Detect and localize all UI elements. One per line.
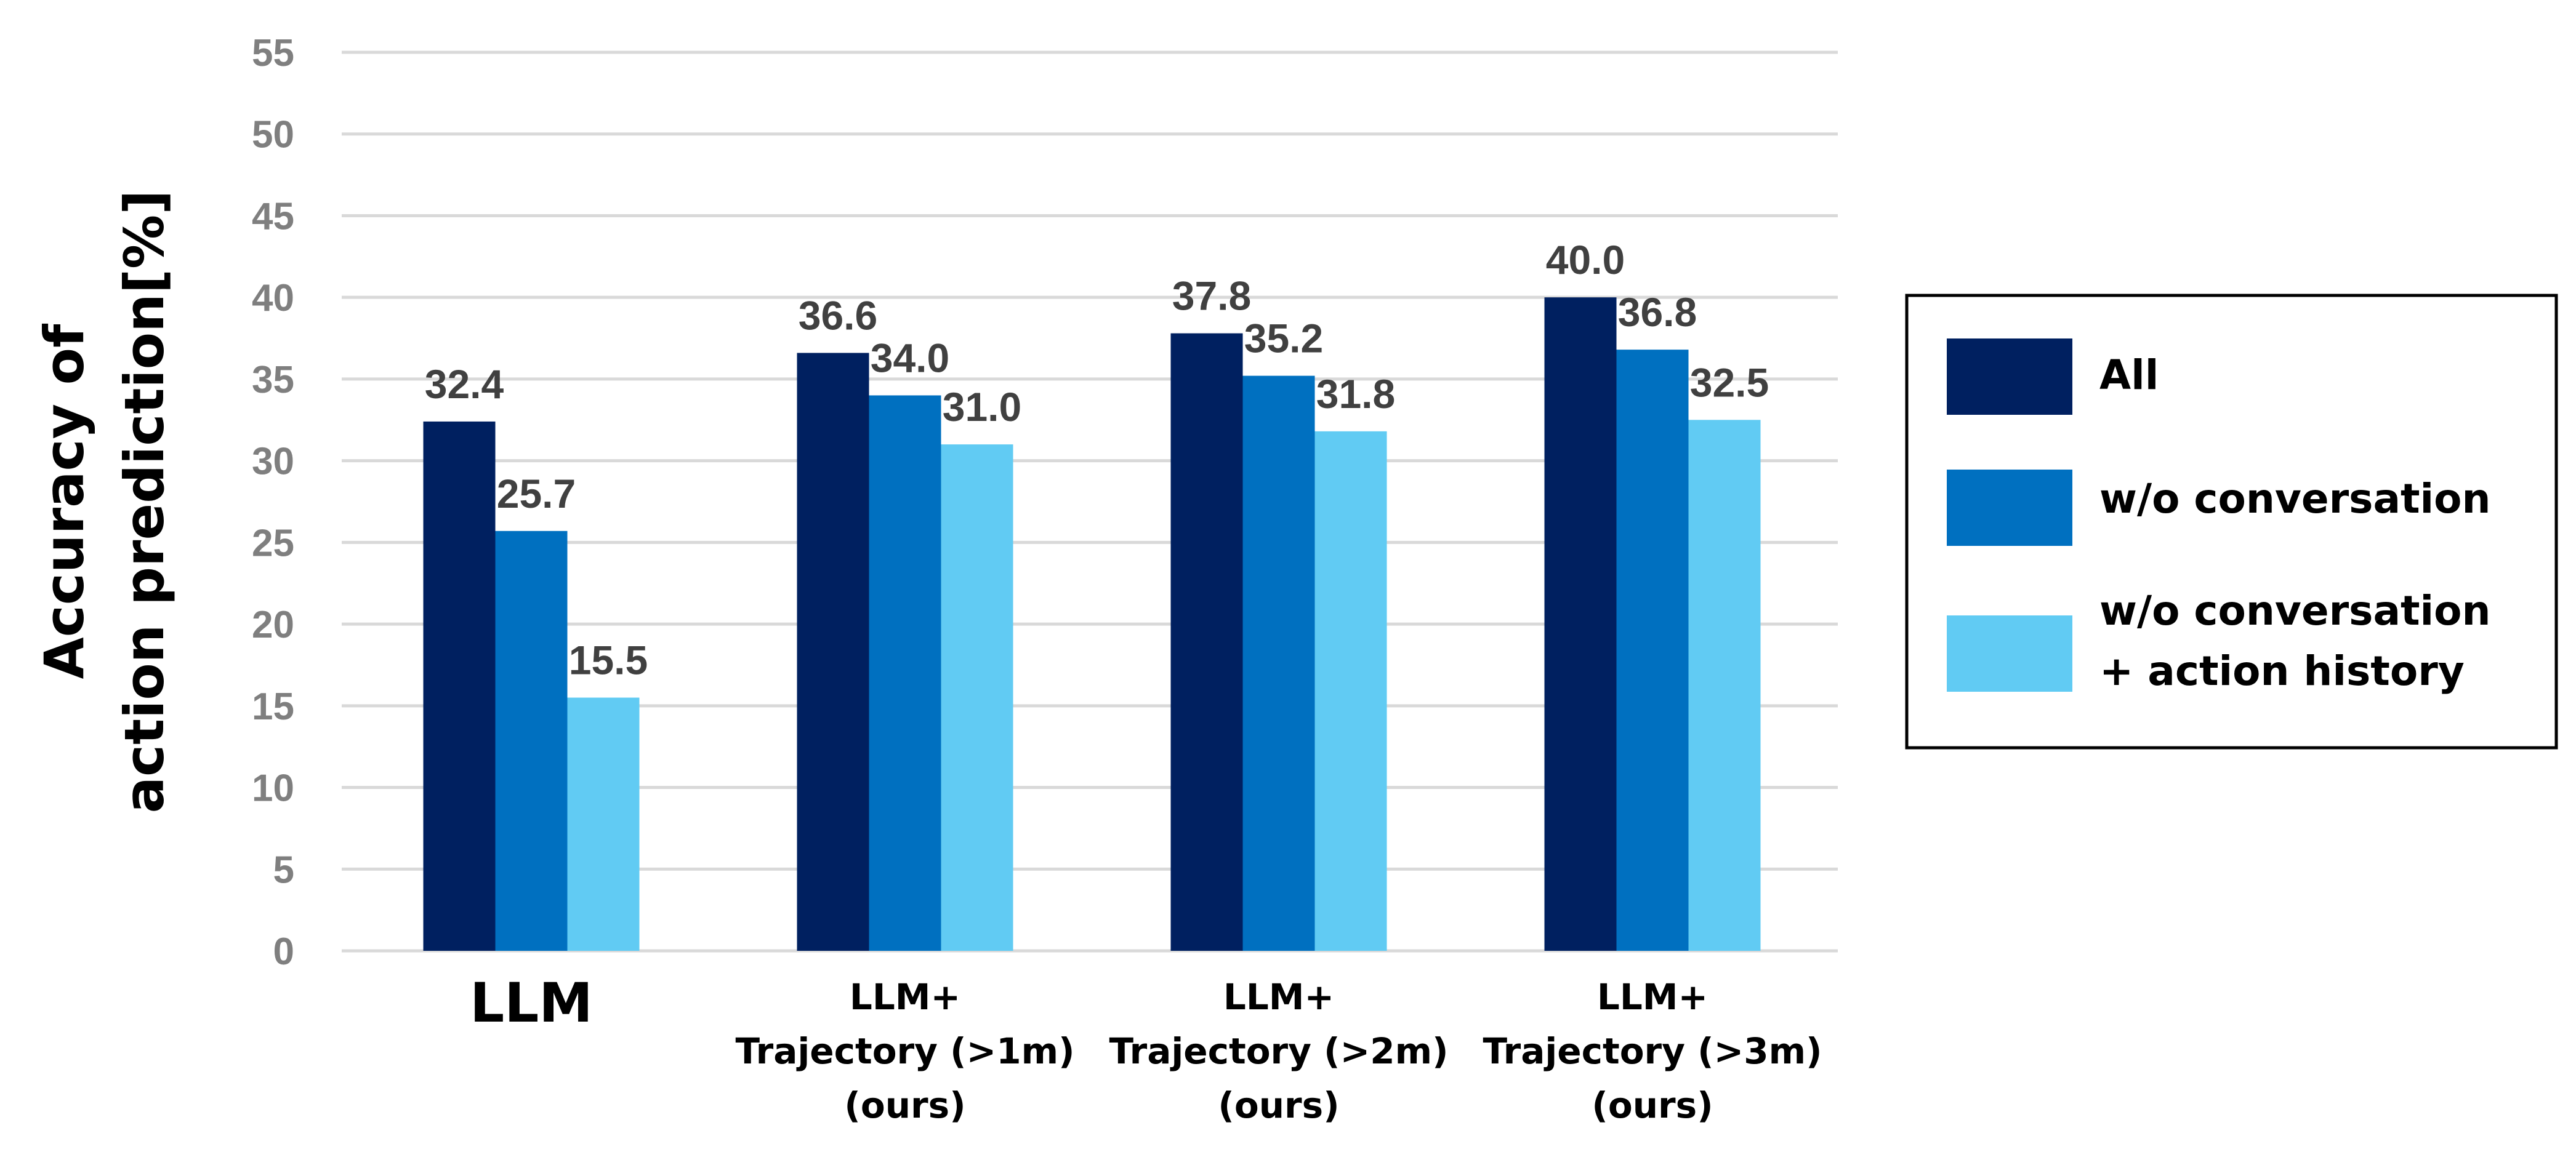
bar-series-1-cat-2 bbox=[1242, 375, 1315, 951]
bar-series-1-cat-3 bbox=[1616, 350, 1689, 951]
legend-swatch-series-0 bbox=[1947, 338, 2072, 415]
x-category-label: Trajectory (>2m) bbox=[1109, 1030, 1448, 1072]
legend-label: w/o conversation bbox=[2099, 475, 2491, 522]
x-category-label: LLM+ bbox=[1223, 976, 1334, 1018]
y-tick-label: 45 bbox=[252, 195, 294, 238]
y-tick-label: 35 bbox=[252, 359, 294, 401]
bar-series-2-cat-2 bbox=[1314, 431, 1387, 951]
y-tick-label: 20 bbox=[252, 604, 294, 646]
y-tick-label: 15 bbox=[252, 686, 294, 728]
y-axis-title: Accuracy of action prediction[%] bbox=[33, 190, 176, 814]
y-axis-title-line: Accuracy of bbox=[33, 323, 96, 679]
legend-label: All bbox=[2099, 351, 2159, 399]
y-tick-label: 40 bbox=[252, 277, 294, 319]
bar-series-1-cat-1 bbox=[869, 395, 941, 951]
bar-series-0-cat-0 bbox=[423, 421, 496, 951]
legend: All w/o conversation w/o conversation + act… bbox=[1905, 294, 2558, 750]
y-axis-ticks: 0 5 10 15 20 25 30 35 40 45 50 55 bbox=[252, 32, 294, 973]
y-axis-title-line: action prediction[%] bbox=[113, 190, 176, 814]
x-category-label: LLM+ bbox=[1597, 976, 1708, 1018]
data-label: 36.8 bbox=[1618, 289, 1697, 335]
legend-swatch-series-1 bbox=[1947, 470, 2072, 546]
data-label: 37.8 bbox=[1172, 273, 1251, 319]
y-tick-label: 10 bbox=[252, 767, 294, 810]
data-label: 31.0 bbox=[943, 384, 1021, 430]
data-label: 36.6 bbox=[799, 292, 877, 338]
data-label: 25.7 bbox=[497, 471, 576, 516]
bar-series-0-cat-3 bbox=[1544, 297, 1617, 951]
data-label: 34.0 bbox=[871, 335, 949, 380]
x-category-label: LLM bbox=[470, 971, 593, 1035]
data-label: 40.0 bbox=[1546, 237, 1625, 282]
legend-label: + action history bbox=[2099, 647, 2465, 695]
legend-label: w/o conversation bbox=[2099, 587, 2491, 635]
x-category-label: (ours) bbox=[1592, 1084, 1713, 1126]
data-label: 32.5 bbox=[1690, 359, 1769, 405]
bar-series-0-cat-1 bbox=[797, 353, 869, 951]
y-tick-label: 50 bbox=[252, 114, 294, 156]
x-category-label: Trajectory (>3m) bbox=[1483, 1030, 1822, 1072]
bar-series-0-cat-2 bbox=[1170, 333, 1243, 951]
bar-series-2-cat-0 bbox=[567, 697, 640, 951]
bar-series-2-cat-3 bbox=[1688, 420, 1761, 951]
x-axis-categories: LLM LLM+ Trajectory (>1m) (ours) LLM+ Traject… bbox=[470, 971, 1822, 1126]
data-label: 35.2 bbox=[1244, 316, 1323, 361]
y-tick-label: 25 bbox=[252, 522, 294, 564]
data-label: 32.4 bbox=[425, 361, 504, 407]
y-tick-label: 5 bbox=[273, 849, 294, 891]
x-category-label: (ours) bbox=[844, 1084, 965, 1126]
x-category-label: Trajectory (>1m) bbox=[735, 1030, 1074, 1072]
x-category-label: LLM+ bbox=[850, 976, 960, 1018]
y-tick-label: 0 bbox=[273, 931, 294, 973]
y-tick-label: 55 bbox=[252, 32, 294, 74]
legend-swatch-series-2 bbox=[1947, 615, 2072, 692]
y-tick-label: 30 bbox=[252, 441, 294, 483]
bars bbox=[423, 297, 1761, 951]
bar-series-2-cat-1 bbox=[941, 444, 1013, 951]
x-category-label: (ours) bbox=[1218, 1084, 1339, 1126]
data-label: 31.8 bbox=[1316, 371, 1395, 417]
data-label: 15.5 bbox=[569, 638, 648, 683]
bar-series-1-cat-0 bbox=[495, 530, 568, 951]
data-labels: 32.4 36.6 37.8 40.0 25.7 34.0 35.2 36.8 15.5 31.0… bbox=[425, 237, 1769, 683]
